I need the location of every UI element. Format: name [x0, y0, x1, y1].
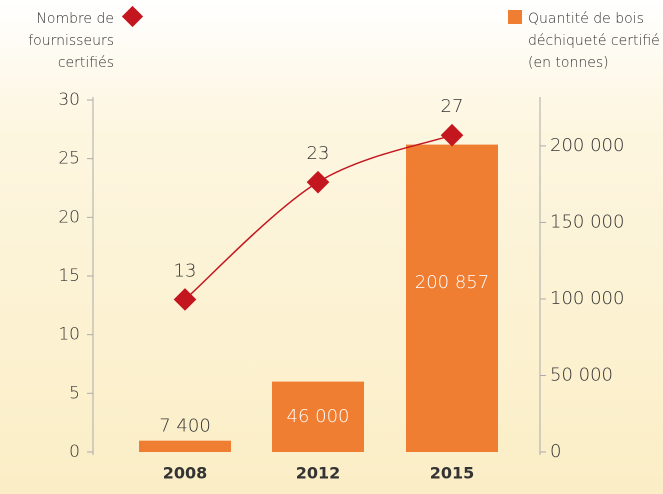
y2-tick-label: 0 — [550, 441, 561, 462]
x-tick-label: 2012 — [296, 464, 341, 483]
y-tick-label: 25 — [58, 149, 80, 169]
y2-tick-label: 100 000 — [550, 288, 624, 309]
x-tick-label: 2015 — [430, 464, 475, 483]
y-tick-label: 10 — [58, 325, 80, 345]
bar-label: 200 857 — [415, 272, 489, 293]
legend-diamond — [121, 5, 144, 28]
x-tick-label: 2008 — [163, 464, 208, 483]
bar — [406, 144, 498, 453]
point-label: 27 — [441, 96, 464, 117]
y-tick-label: 0 — [69, 442, 80, 462]
legend-swatch — [508, 10, 522, 24]
y-tick-label: 30 — [58, 90, 80, 110]
bar-label: 46 000 — [287, 406, 350, 427]
bar — [272, 381, 364, 452]
y-tick-label: 15 — [58, 266, 80, 286]
legend-line: Nombre de fournisseurs certifiés — [28, 11, 114, 71]
point-label: 13 — [174, 260, 197, 281]
y2-tick-label: 50 000 — [550, 364, 613, 385]
y2-tick-label: 200 000 — [550, 135, 624, 156]
bar — [139, 440, 231, 452]
marker — [440, 123, 464, 147]
point-label: 23 — [307, 143, 330, 164]
bar-label: 7 400 — [159, 416, 211, 437]
y-tick-label: 20 — [58, 207, 80, 227]
legend-bar: Quantité de bois déchiqueté certifié (en… — [528, 11, 660, 71]
y2-tick-label: 150 000 — [550, 211, 624, 232]
marker — [306, 170, 330, 194]
y-tick-label: 5 — [69, 383, 80, 403]
